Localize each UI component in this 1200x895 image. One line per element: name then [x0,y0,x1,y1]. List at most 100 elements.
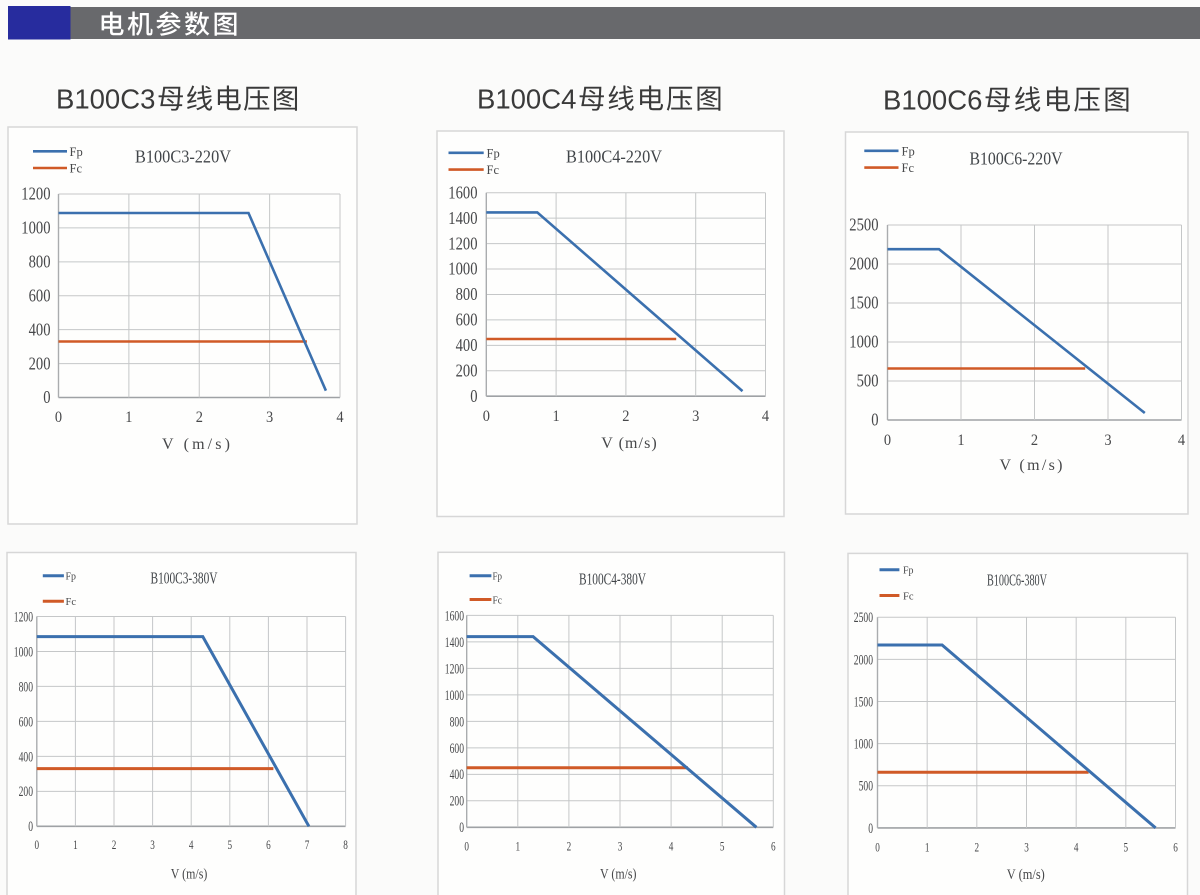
svg-text:6: 6 [1173,840,1178,855]
svg-text:1000: 1000 [14,644,33,660]
svg-text:1400: 1400 [448,208,477,228]
svg-text:500: 500 [859,779,873,795]
svg-text:Fc: Fc [493,594,503,606]
svg-text:Fp: Fp [70,145,83,159]
svg-text:0: 0 [871,410,879,430]
svg-text:3: 3 [150,837,155,852]
svg-text:B100C3-220V: B100C3-220V [135,147,231,167]
svg-text:B100C6: B100C6 [883,85,982,116]
svg-text:800: 800 [450,714,464,730]
svg-text:2: 2 [622,408,629,425]
svg-text:2000: 2000 [854,652,873,668]
svg-text:V (m/s): V (m/s) [1000,457,1063,474]
svg-text:B100C6-220V: B100C6-220V [970,149,1063,169]
svg-text:0: 0 [55,409,62,426]
svg-text:8: 8 [343,837,348,852]
svg-text:Fp: Fp [487,146,500,160]
svg-text:0: 0 [459,820,464,836]
svg-text:Fc: Fc [70,162,83,176]
svg-text:800: 800 [19,679,33,695]
svg-text:600: 600 [19,714,33,730]
svg-text:4: 4 [669,839,674,854]
svg-text:1000: 1000 [21,218,50,238]
svg-text:5: 5 [720,839,725,854]
svg-text:200: 200 [450,794,464,810]
svg-text:1200: 1200 [14,609,33,625]
svg-text:200: 200 [19,784,33,800]
svg-text:500: 500 [857,371,879,391]
svg-text:1: 1 [553,408,560,425]
svg-text:400: 400 [450,767,464,783]
svg-text:5: 5 [228,837,233,852]
svg-text:0: 0 [28,819,33,835]
svg-text:2: 2 [567,839,572,854]
svg-text:0: 0 [43,387,51,407]
svg-text:0: 0 [35,837,40,852]
svg-text:1: 1 [516,839,521,854]
svg-text:3: 3 [692,408,699,425]
svg-text:3: 3 [266,409,273,426]
svg-text:B100C3: B100C3 [56,84,155,115]
svg-text:1200: 1200 [448,233,477,253]
svg-text:3: 3 [1024,840,1029,855]
svg-text:200: 200 [456,361,478,381]
svg-text:0: 0 [868,821,873,837]
svg-text:1000: 1000 [849,332,878,352]
svg-text:1000: 1000 [448,259,477,279]
svg-text:1: 1 [957,432,964,449]
svg-text:1200: 1200 [445,661,464,677]
svg-text:2: 2 [1031,432,1038,449]
svg-text:0: 0 [464,839,469,854]
svg-text:2: 2 [112,837,117,852]
svg-text:4: 4 [336,409,343,426]
svg-text:2: 2 [196,409,203,426]
svg-text:400: 400 [19,749,33,765]
svg-text:7: 7 [305,837,310,852]
svg-text:V (m/s): V (m/s) [1007,867,1045,883]
svg-text:800: 800 [29,252,51,272]
svg-text:Fc: Fc [902,161,915,175]
svg-text:1: 1 [73,837,78,852]
svg-text:1500: 1500 [849,293,878,313]
svg-text:600: 600 [450,741,464,757]
svg-text:B100C6-380V: B100C6-380V [987,571,1047,590]
svg-text:1600: 1600 [445,608,464,624]
svg-text:6: 6 [771,839,776,854]
svg-text:Fp: Fp [903,565,914,577]
svg-text:6: 6 [266,837,271,852]
svg-text:1: 1 [125,409,132,426]
svg-text:1: 1 [925,840,930,855]
svg-text:V (m/s): V (m/s) [171,867,208,883]
svg-text:Fp: Fp [493,571,503,583]
svg-text:V (m/s): V (m/s) [162,436,230,453]
svg-text:800: 800 [456,284,478,304]
svg-text:2500: 2500 [854,610,873,626]
svg-text:1200: 1200 [21,184,50,204]
svg-text:4: 4 [189,837,194,852]
svg-text:400: 400 [456,335,478,355]
svg-text:3: 3 [618,839,623,854]
svg-text:200: 200 [29,353,51,373]
svg-text:Fp: Fp [66,571,77,583]
svg-text:B100C3-380V: B100C3-380V [151,569,218,588]
svg-text:0: 0 [470,386,478,406]
svg-text:4: 4 [762,408,769,425]
svg-text:0: 0 [483,408,490,425]
svg-text:5: 5 [1124,840,1129,855]
svg-text:0: 0 [884,432,891,449]
svg-text:4: 4 [1074,840,1079,855]
svg-text:Fc: Fc [66,596,77,608]
svg-text:V (m/s): V (m/s) [600,867,637,883]
svg-text:1000: 1000 [854,737,873,753]
svg-text:600: 600 [29,286,51,306]
svg-text:1600: 1600 [448,182,477,202]
svg-text:1500: 1500 [854,694,873,710]
svg-text:1000: 1000 [445,688,464,704]
svg-text:2500: 2500 [849,215,878,235]
svg-text:V (m/s): V (m/s) [601,435,657,452]
svg-text:400: 400 [29,319,51,339]
svg-text:2: 2 [975,840,980,855]
svg-text:Fp: Fp [902,144,915,158]
svg-text:B100C4: B100C4 [477,84,576,115]
svg-text:0: 0 [875,840,880,855]
